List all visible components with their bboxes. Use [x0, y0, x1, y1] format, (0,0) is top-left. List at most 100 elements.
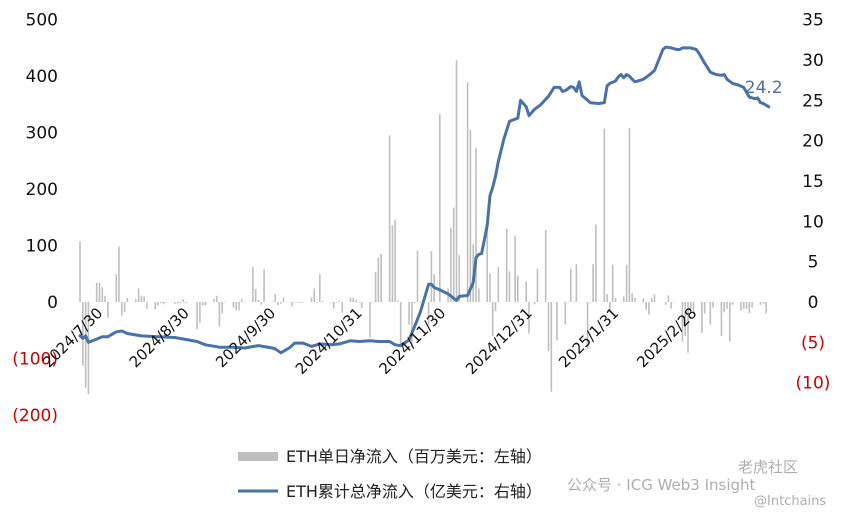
flow-bar	[277, 302, 279, 306]
flow-bar	[701, 302, 703, 334]
flow-bar	[567, 302, 569, 303]
flow-bar	[508, 271, 511, 302]
flow-bar	[517, 275, 519, 302]
left-axis-tick-label: 300	[26, 124, 58, 144]
flow-bar	[528, 302, 530, 334]
flow-bar	[291, 302, 293, 307]
flow-bar	[709, 302, 712, 325]
flow-bar	[653, 294, 656, 302]
flow-bar	[369, 302, 371, 338]
flow-bar	[263, 269, 265, 302]
right-axis-tick-label: (5)	[801, 333, 825, 353]
flow-bar	[79, 241, 81, 302]
flow-bar	[497, 267, 500, 302]
flow-bar	[570, 268, 572, 302]
flow-bar	[310, 297, 313, 302]
flow-bar	[690, 302, 692, 309]
flow-bar	[235, 302, 237, 311]
flow-bar	[394, 219, 396, 302]
flow-bar	[634, 298, 636, 302]
line-end-value-label: 24.2	[745, 78, 783, 98]
right-axis-tick-label: 0	[808, 293, 819, 313]
legend-bar-label: ETH单日净流入（百万美元：左轴）	[286, 447, 542, 466]
flow-bar	[475, 147, 477, 302]
flow-bar	[104, 295, 106, 302]
flow-bar	[427, 302, 430, 325]
flow-bar	[572, 301, 575, 302]
flow-bar	[185, 302, 187, 304]
flow-bar	[623, 296, 625, 302]
flow-bar	[260, 302, 263, 305]
flow-bar	[107, 302, 109, 318]
flow-bar	[544, 229, 547, 302]
flow-bar	[296, 302, 299, 303]
flow-bar	[218, 302, 221, 327]
flow-bar	[165, 302, 168, 303]
x-axis-tick-label: 2024/9/30	[212, 304, 279, 371]
flow-bar	[494, 302, 497, 311]
flow-bar	[157, 302, 159, 306]
left-axis-tick-label: 400	[26, 67, 58, 87]
flow-bar	[603, 128, 606, 302]
flow-bar	[341, 302, 343, 313]
flow-bar	[740, 302, 742, 311]
flow-bar	[213, 299, 215, 302]
flow-bar	[533, 302, 536, 305]
flow-bar	[466, 82, 469, 302]
flow-bar	[302, 302, 304, 303]
line-series-cumulative-flow	[78, 45, 771, 355]
flow-bar	[595, 224, 597, 302]
flow-bar	[505, 228, 508, 302]
flow-bar	[360, 302, 363, 309]
flow-bar	[84, 302, 87, 388]
flow-bar	[196, 302, 198, 330]
flow-bar	[458, 255, 461, 302]
right-axis-ticks: 35 30 25 20 15 10 5 0 (5) (10)	[796, 11, 831, 394]
flow-bar	[469, 129, 472, 302]
flow-bar	[742, 302, 745, 309]
flow-bar	[87, 302, 90, 394]
flow-bar	[712, 302, 714, 308]
flow-bar	[762, 302, 765, 304]
flow-bar	[645, 302, 647, 310]
flow-bar	[729, 302, 731, 342]
flow-bar	[556, 302, 558, 341]
flow-bar	[335, 302, 338, 303]
flow-bar	[397, 300, 399, 302]
flow-bar	[606, 294, 608, 302]
flow-bar	[684, 302, 686, 336]
flow-bar	[478, 288, 480, 302]
legend-bar-swatch	[238, 452, 278, 461]
left-axis-ticks: 500 400 300 200 100 0 (100) (200)	[12, 11, 58, 426]
flow-bar	[667, 295, 670, 302]
flow-bar	[257, 300, 260, 302]
bar-series-daily-flow	[79, 60, 767, 394]
cumulative-flow-line	[78, 45, 771, 355]
flow-bar	[160, 302, 162, 304]
flow-bar	[316, 302, 318, 303]
flow-bar	[98, 282, 101, 302]
flow-bar	[232, 302, 235, 308]
watermark-handle: @Intchains	[754, 494, 826, 509]
left-axis-tick-label: (100)	[12, 350, 58, 370]
flow-bar	[614, 298, 617, 302]
flow-bar	[243, 302, 246, 303]
right-axis-tick-label: 20	[802, 132, 824, 152]
flow-bar	[238, 302, 240, 311]
flow-bar	[179, 302, 182, 304]
flow-bar	[670, 302, 672, 309]
flow-bar	[143, 296, 145, 302]
flow-bar	[611, 264, 614, 302]
flow-bar	[174, 302, 176, 304]
flow-bar	[274, 294, 276, 302]
flow-bar	[377, 257, 380, 302]
flow-bar	[162, 302, 165, 305]
flow-bar	[201, 302, 204, 306]
right-axis-tick-label: 5	[808, 253, 819, 273]
flow-bar	[491, 302, 494, 336]
flow-bar	[321, 300, 324, 302]
flow-bar	[430, 251, 433, 302]
x-axis-tick-label: 2024/12/31	[462, 304, 536, 378]
right-axis-tick-label: 15	[802, 172, 824, 192]
